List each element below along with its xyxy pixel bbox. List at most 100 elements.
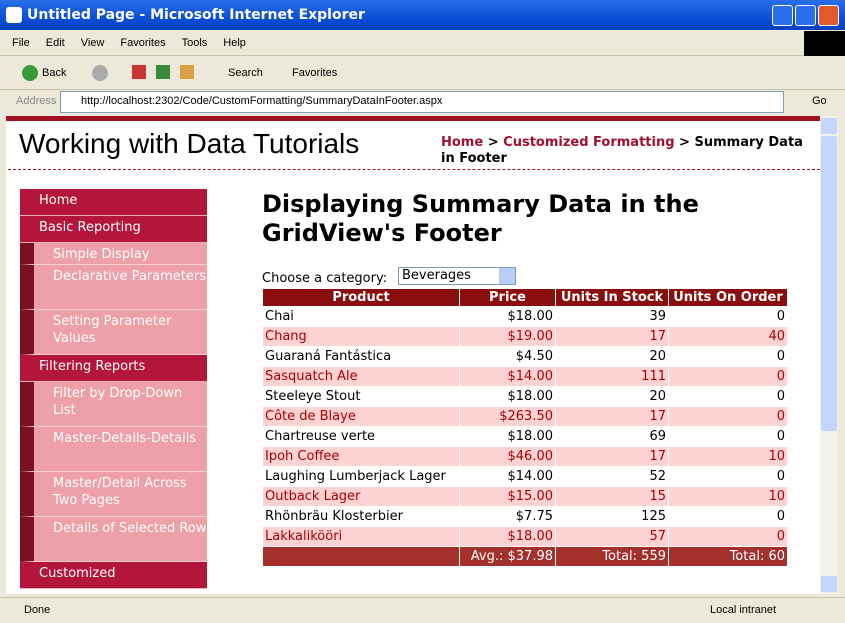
maximize[interactable] bbox=[795, 5, 816, 26]
status-bar: Done Local intranet bbox=[0, 597, 845, 623]
nav-item[interactable]: Setting Parameter Values bbox=[20, 310, 207, 355]
table-cell: 125 bbox=[555, 506, 669, 527]
table-cell: $18.00 bbox=[459, 426, 556, 447]
table-row: Ipoh Coffee $46.00 17 10 bbox=[262, 446, 788, 467]
breadcrumb: Home > Customized Formatting > Summary D… bbox=[441, 135, 811, 167]
breadcrumb-current: Summary Data in Footer bbox=[441, 135, 803, 166]
table-cell: $15.00 bbox=[459, 486, 556, 507]
close[interactable] bbox=[818, 5, 839, 26]
table-row: Steeleye Stout $18.00 20 0 bbox=[262, 386, 788, 407]
nav-item[interactable]: Master-Details-Details bbox=[20, 427, 207, 472]
menu-item[interactable]: View bbox=[80, 37, 105, 49]
table-cell: 20 bbox=[555, 346, 669, 367]
column-header: Units On Order bbox=[668, 288, 788, 307]
nav-item[interactable]: Master/Detail Across Two Pages bbox=[20, 472, 207, 517]
nav-item[interactable]: Details of Selected Row bbox=[20, 517, 207, 562]
table-cell: 0 bbox=[668, 466, 788, 487]
footer-cell: Avg.: $37.98 bbox=[459, 546, 556, 567]
ie-icon bbox=[6, 7, 22, 23]
address-field[interactable]: http://localhost:2302/Code/CustomFormatt… bbox=[60, 91, 784, 113]
table-cell: 10 bbox=[668, 486, 788, 507]
table-cell: 0 bbox=[668, 386, 788, 407]
menu-item[interactable]: Tools bbox=[181, 37, 208, 49]
table-cell: 0 bbox=[668, 366, 788, 387]
table-cell: 57 bbox=[555, 526, 669, 547]
go-button[interactable]: Go bbox=[812, 95, 827, 107]
table-cell: 40 bbox=[668, 326, 788, 347]
table-cell: $4.50 bbox=[459, 346, 556, 367]
table-cell: $263.50 bbox=[459, 406, 556, 427]
column-header: Price bbox=[459, 288, 556, 307]
table-row: Sasquatch Ale $14.00 111 0 bbox=[262, 366, 788, 387]
nav-section[interactable]: Home bbox=[20, 189, 207, 216]
nav-section[interactable]: Customized bbox=[20, 562, 207, 589]
table-cell: Outback Lager bbox=[262, 486, 460, 507]
menu-item[interactable]: File bbox=[12, 37, 30, 49]
table-cell: Chang bbox=[262, 326, 460, 347]
column-header: Units In Stock bbox=[555, 288, 669, 307]
refresh-icon[interactable] bbox=[156, 65, 170, 79]
back-button[interactable]: Back bbox=[42, 67, 67, 79]
table-cell: Chartreuse verte bbox=[262, 426, 460, 447]
address-label: Address bbox=[16, 95, 57, 107]
scroll-up[interactable] bbox=[821, 118, 837, 134]
back-icon[interactable] bbox=[22, 65, 38, 81]
menu-item[interactable]: Help bbox=[223, 37, 246, 49]
table-cell: 0 bbox=[668, 506, 788, 527]
table-row: Laughing Lumberjack Lager $14.00 52 0 bbox=[262, 466, 788, 487]
forward-icon[interactable] bbox=[92, 65, 108, 81]
column-header: Product bbox=[262, 288, 460, 307]
table-cell: $19.00 bbox=[459, 326, 556, 347]
footer-cell bbox=[262, 546, 460, 567]
scroll-down[interactable] bbox=[821, 576, 837, 592]
table-cell: $14.00 bbox=[459, 366, 556, 387]
table-cell: Guaraná Fantástica bbox=[262, 346, 460, 367]
table-cell: Laughing Lumberjack Lager bbox=[262, 466, 460, 487]
divider bbox=[8, 169, 820, 170]
favorites-button[interactable]: Favorites bbox=[292, 67, 338, 79]
table-row: Chai $18.00 39 0 bbox=[262, 306, 788, 327]
table-row: Chartreuse verte $18.00 69 0 bbox=[262, 426, 788, 447]
table-cell: 0 bbox=[668, 406, 788, 427]
footer-cell: Total: 559 bbox=[555, 546, 669, 567]
table-cell: $7.75 bbox=[459, 506, 556, 527]
table-row: Guaraná Fantástica $4.50 20 0 bbox=[262, 346, 788, 367]
scrollbar[interactable] bbox=[820, 116, 838, 594]
minimize[interactable] bbox=[772, 5, 793, 26]
table-cell: Steeleye Stout bbox=[262, 386, 460, 407]
dropdown-arrow[interactable] bbox=[499, 268, 515, 284]
breadcrumb-link[interactable]: Customized Formatting bbox=[503, 135, 675, 150]
scroll-thumb[interactable] bbox=[821, 136, 837, 431]
table-cell: Rhönbräu Klosterbier bbox=[262, 506, 460, 527]
table-cell: 20 bbox=[555, 386, 669, 407]
nav-section[interactable]: Filtering Reports bbox=[20, 355, 207, 382]
nav-item[interactable]: Simple Display bbox=[20, 243, 207, 265]
menu-item[interactable]: Favorites bbox=[120, 37, 166, 49]
url: http://localhost:2302/Code/CustomFormatt… bbox=[81, 95, 443, 107]
table-cell: Lakkalikööri bbox=[262, 526, 460, 547]
table-row: Côte de Blaye $263.50 17 0 bbox=[262, 406, 788, 427]
table-cell: 0 bbox=[668, 306, 788, 327]
table-cell: $18.00 bbox=[459, 386, 556, 407]
table-row: Lakkalikööri $18.00 57 0 bbox=[262, 526, 788, 547]
menu-item[interactable]: Edit bbox=[45, 37, 65, 49]
home-icon[interactable] bbox=[180, 65, 194, 79]
footer-cell: Total: 60 bbox=[668, 546, 788, 567]
breadcrumb-link[interactable]: Home bbox=[441, 135, 484, 150]
address-bar: Address http://localhost:2302/Code/Custo… bbox=[0, 90, 845, 114]
search-button[interactable]: Search bbox=[228, 67, 263, 79]
stop-icon[interactable] bbox=[132, 65, 146, 79]
window-title: Untitled Page - Microsoft Internet Explo… bbox=[27, 7, 365, 23]
table-cell: Côte de Blaye bbox=[262, 406, 460, 427]
site-title: Working with Data Tutorials bbox=[19, 128, 360, 159]
nav-item[interactable]: Filter by Drop-Down List bbox=[20, 382, 207, 427]
table-cell: 111 bbox=[555, 366, 669, 387]
nav-item[interactable]: Declarative Parameters bbox=[20, 265, 207, 310]
table-row: Outback Lager $15.00 15 10 bbox=[262, 486, 788, 507]
nav-section[interactable]: Basic Reporting bbox=[20, 216, 207, 243]
category-select[interactable]: Beverages bbox=[398, 267, 516, 285]
table-cell: 15 bbox=[555, 486, 669, 507]
table-cell: $14.00 bbox=[459, 466, 556, 487]
table-row: Rhönbräu Klosterbier $7.75 125 0 bbox=[262, 506, 788, 527]
status-text: Done bbox=[24, 604, 51, 616]
